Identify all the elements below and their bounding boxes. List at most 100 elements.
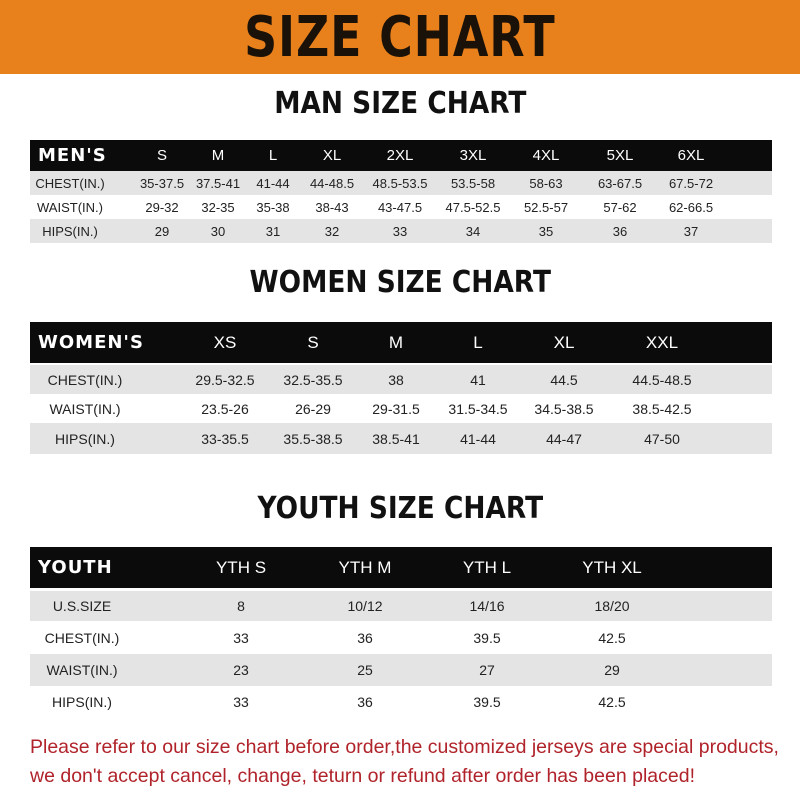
table-cell: 34 [465, 223, 481, 239]
size-header-cell: 2XL [386, 147, 414, 164]
size-header-cell: S [156, 147, 168, 164]
table-cell: 34.5-38.5 [534, 400, 594, 417]
measurement-label: CHEST(IN.) [44, 629, 120, 646]
size-header-cell: YTH L [462, 557, 512, 577]
table-cell: 31 [265, 223, 281, 239]
size-chart-banner: SIZE CHART [0, 0, 800, 74]
table-cell: 14/16 [469, 598, 505, 614]
size-header-cell: YTH S [215, 557, 267, 577]
table-row: WAIST(IN.) 23 25 27 29 [30, 654, 772, 686]
table-cell: 38.5-41 [372, 430, 420, 447]
size-header-cell: XL [553, 332, 575, 352]
table-row: HIPS(IN.) 33 36 39.5 42.5 [30, 686, 772, 717]
table-cell: 31.5-34.5 [448, 400, 508, 417]
table-row: HIPS(IN.) 29 30 31 32 33 34 35 36 37 [30, 219, 772, 243]
table-cell: 36 [357, 693, 373, 710]
table-cell: 33 [392, 223, 408, 239]
table-row: CHEST(IN.) 29.5-32.5 32.5-35.5 38 41 44.5 44.5… [30, 365, 772, 394]
size-header-cell: 6XL [677, 147, 705, 164]
table-cell: 63-67.5 [597, 175, 643, 191]
measurement-label: CHEST(IN.) [47, 371, 123, 388]
size-header-cell: 5XL [606, 147, 634, 164]
table-cell: 47.5-52.5 [445, 199, 501, 215]
table-cell: 29-32 [145, 199, 179, 215]
table-category-label: WOMEN'S [38, 332, 144, 353]
table-cell: 39.5 [473, 629, 501, 646]
table-cell: 43-47.5 [377, 199, 423, 215]
table-cell: 57-62 [603, 199, 637, 215]
banner-title: SIZE CHART [244, 4, 556, 70]
table-cell: 23 [233, 662, 249, 678]
table-row: CHEST(IN.) 33 36 39.5 42.5 [30, 621, 772, 654]
table-cell: 35 [538, 223, 554, 239]
table-cell: 67.5-72 [668, 175, 714, 191]
table-cell: 36 [612, 223, 628, 239]
size-header-cell: XS [213, 332, 237, 352]
table-cell: 38 [388, 371, 404, 388]
table-cell: 30 [210, 223, 226, 239]
table-cell: 35.5-38.5 [283, 430, 343, 447]
table-row: U.S.SIZE 8 10/12 14/16 18/20 [30, 591, 772, 621]
table-cell: 26-29 [295, 400, 331, 417]
table-cell: 44.5-48.5 [632, 371, 692, 388]
table-cell: 33 [233, 693, 249, 710]
size-header-cell: L [473, 332, 483, 352]
measurement-label: HIPS(IN.) [42, 223, 98, 239]
table-row: WAIST(IN.) 23.5-26 26-29 29-31.5 31.5-34.5 34… [30, 394, 772, 423]
notice-line-2: we don't accept cancel, change, teturn o… [30, 765, 695, 787]
table-cell: 37 [683, 223, 699, 239]
men-header-row: MEN'S S M L XL 2XL 3XL 4XL 5XL 6XL [30, 140, 772, 171]
size-header-cell: S [307, 332, 319, 352]
table-cell: 10/12 [347, 598, 383, 614]
table-cell: 62-66.5 [668, 199, 714, 215]
measurement-label: WAIST(IN.) [37, 199, 103, 215]
table-row: HIPS(IN.) 33-35.5 35.5-38.5 38.5-41 41-44 44-… [30, 423, 772, 454]
table-cell: 33 [233, 629, 249, 646]
table-cell: 41-44 [460, 430, 496, 447]
measurement-label: WAIST(IN.) [46, 662, 118, 678]
order-notice: Please refer to our size chart before or… [30, 733, 780, 791]
table-cell: 42.5 [598, 693, 626, 710]
size-header-cell: YTH XL [582, 557, 642, 577]
size-header-cell: L [268, 147, 278, 164]
table-row: CHEST(IN.) 35-37.5 37.5-41 41-44 44-48.5 48.5… [30, 171, 772, 195]
table-cell: 38-43 [315, 199, 349, 215]
table-cell: 47-50 [644, 430, 680, 447]
table-category-label: YOUTH [38, 557, 113, 578]
table-category-label: MEN'S [38, 145, 107, 166]
table-cell: 29 [154, 223, 170, 239]
notice-line-1: Please refer to our size chart before or… [30, 736, 779, 758]
size-header-cell: 4XL [532, 147, 560, 164]
women-title: WOMEN SIZE CHART [249, 265, 551, 300]
youth-header-row: YOUTH YTH S YTH M YTH L YTH XL [30, 547, 772, 588]
table-cell: 33-35.5 [201, 430, 249, 447]
table-cell: 36 [357, 629, 373, 646]
table-cell: 44-48.5 [309, 175, 355, 191]
table-row: WAIST(IN.) 29-32 32-35 35-38 38-43 43-47.5 47.… [30, 195, 772, 219]
size-header-cell: M [388, 332, 404, 352]
table-cell: 29 [604, 662, 620, 678]
table-cell: 29-31.5 [372, 400, 420, 417]
table-cell: 25 [357, 662, 373, 678]
table-cell: 18/20 [594, 598, 630, 614]
table-cell: 52.5-57 [523, 199, 569, 215]
table-cell: 8 [237, 598, 245, 614]
table-cell: 35-37.5 [139, 175, 185, 191]
size-header-cell: XL [322, 147, 342, 164]
measurement-label: WAIST(IN.) [49, 400, 121, 417]
table-cell: 53.5-58 [450, 175, 496, 191]
table-cell: 32.5-35.5 [283, 371, 343, 388]
table-cell: 44.5 [550, 371, 578, 388]
men-title: MAN SIZE CHART [273, 86, 527, 121]
table-cell: 35-38 [256, 199, 290, 215]
measurement-label: HIPS(IN.) [52, 693, 112, 710]
measurement-label: U.S.SIZE [52, 598, 112, 614]
table-cell: 41-44 [256, 175, 290, 191]
table-cell: 41 [470, 371, 486, 388]
table-cell: 27 [479, 662, 495, 678]
size-header-cell: M [211, 147, 225, 164]
women-header-row: WOMEN'S XS S M L XL XXL [30, 322, 772, 363]
table-cell: 23.5-26 [201, 400, 249, 417]
table-cell: 38.5-42.5 [632, 400, 692, 417]
table-cell: 48.5-53.5 [372, 175, 428, 191]
